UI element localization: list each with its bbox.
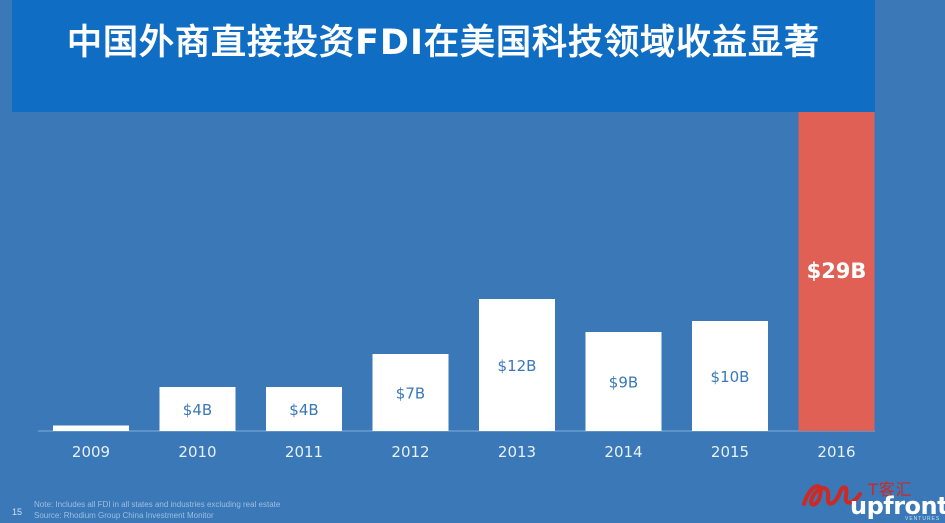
bar-2013: [479, 299, 555, 431]
bar-2016: [798, 112, 875, 431]
logo-area: T客汇 upfront VENTURES: [790, 470, 945, 523]
brand-subtitle: VENTURES: [905, 516, 941, 522]
bar-label-2014: $9B: [609, 374, 638, 392]
bar-2015: [692, 321, 768, 431]
source-text: Source: Rhodium Group China Investment M…: [34, 511, 214, 520]
page-number: 15: [12, 507, 23, 517]
footer-notes: Note: Includes all FDI in all states and…: [34, 499, 280, 521]
title-banner: 中国外商直接投资FDI在美国科技领域收益显著: [12, 0, 875, 112]
bar-2009: [53, 425, 129, 431]
bar-2011: [266, 387, 342, 431]
bar-label-2012: $7B: [396, 385, 425, 403]
bar-2014: [585, 332, 662, 431]
x-tick-label-2015: 2015: [711, 443, 749, 461]
page-title: 中国外商直接投资FDI在美国科技领域收益显著: [67, 23, 820, 63]
x-tick-label-2014: 2014: [604, 443, 642, 461]
bar-label-2015: $10B: [711, 368, 750, 386]
note-text: Note: Includes all FDI in all states and…: [34, 500, 281, 509]
x-tick-label-2013: 2013: [498, 443, 536, 461]
bar-label-2013: $12B: [498, 357, 537, 375]
watermark-logo-icon: [802, 484, 862, 507]
bar-label-2016: $29B: [807, 259, 867, 283]
x-tick-label-2011: 2011: [285, 443, 323, 461]
bar-label-2011: $4B: [289, 401, 318, 419]
brand-logo: upfront: [850, 492, 945, 520]
bar-2012: [372, 354, 449, 431]
x-tick-label-2010: 2010: [178, 443, 216, 461]
bar-label-2010: $4B: [183, 401, 212, 419]
bar-2010: [159, 387, 236, 431]
watermark-text: T客汇: [868, 480, 913, 499]
x-tick-label-2009: 2009: [72, 443, 110, 461]
x-tick-label-2016: 2016: [817, 443, 855, 461]
x-tick-label-2012: 2012: [391, 443, 429, 461]
